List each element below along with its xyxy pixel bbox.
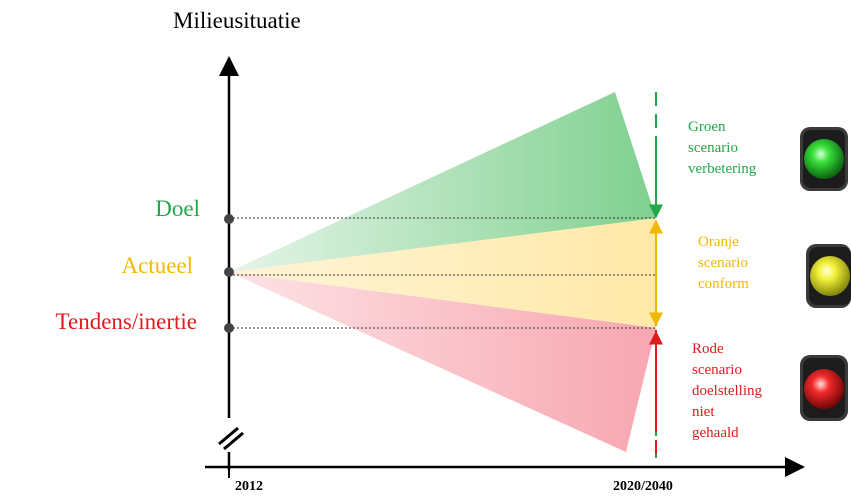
green-traffic-light-icon xyxy=(800,127,848,191)
current-label: Actueel xyxy=(121,253,193,278)
x-axis-start-label: 2012 xyxy=(235,479,263,494)
goal-point xyxy=(224,214,234,224)
red-traffic-light-icon xyxy=(800,355,848,421)
y-axis-title: Milieusituatie xyxy=(173,8,301,33)
trend-label: Tendens/inertie xyxy=(55,309,197,334)
orange-scenario-fan xyxy=(229,218,656,328)
x-axis-end-label: 2020/2040 xyxy=(613,479,673,494)
yellow-traffic-light-icon xyxy=(806,244,851,308)
red-scenario-text: Rode scenario doelstelling niet gehaald xyxy=(692,341,762,441)
goal-label: Doel xyxy=(155,196,200,221)
green-scenario-text: Groen scenario verbetering xyxy=(688,119,757,177)
red-scenario-fan xyxy=(229,272,656,452)
orange-scenario-text: Oranje scenario conform xyxy=(698,234,749,292)
green-scenario-fan xyxy=(229,92,656,272)
trend-point xyxy=(224,323,234,333)
current-point xyxy=(224,267,234,277)
